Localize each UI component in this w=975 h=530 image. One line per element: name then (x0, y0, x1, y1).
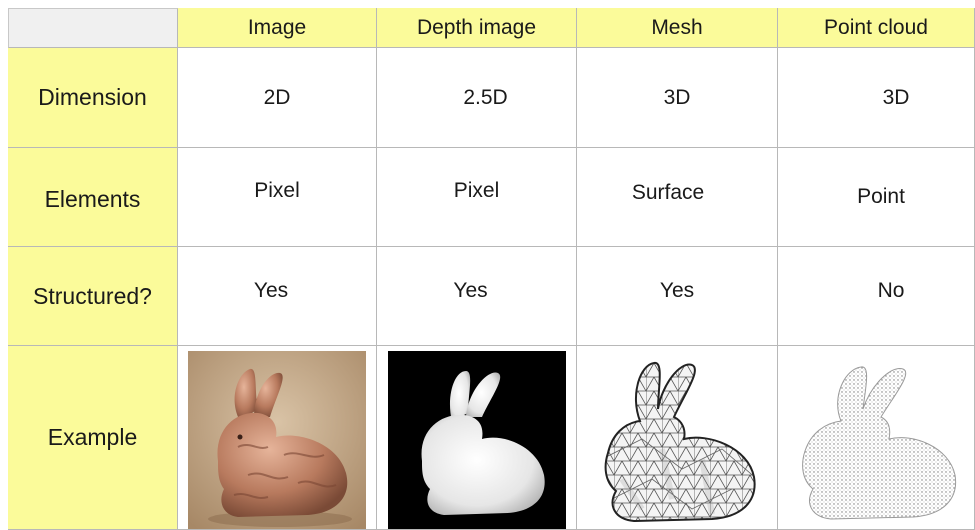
example-mesh-cell (577, 346, 778, 530)
row-header-example: Example (8, 346, 178, 530)
cell-structured-pointcloud: No (778, 247, 975, 346)
cell-dimension-depth: 2.5D (377, 48, 577, 148)
cell-dimension-image: 2D (178, 48, 377, 148)
col-header-image: Image (178, 8, 377, 48)
example-pointcloud-cell (778, 346, 975, 530)
example-image-cell (178, 346, 377, 530)
cell-elements-image: Pixel (178, 148, 377, 247)
col-header-mesh: Mesh (577, 8, 778, 48)
bunny-depth-icon (387, 351, 566, 529)
cell-elements-pointcloud: Point (778, 148, 975, 247)
cell-elements-mesh: Surface (577, 148, 778, 247)
cell-dimension-mesh: 3D (577, 48, 778, 148)
example-depth-cell (377, 346, 577, 530)
cell-structured-depth: Yes (377, 247, 577, 346)
cell-structured-mesh: Yes (577, 247, 778, 346)
col-header-depth-image: Depth image (377, 8, 577, 48)
bunny-pointcloud-icon (781, 351, 971, 529)
row-header-structured: Structured? (8, 247, 178, 346)
bunny-photo-icon (188, 351, 366, 529)
col-header-point-cloud: Point cloud (778, 8, 975, 48)
comparison-table: Image Depth image Mesh Point cloud Dimen… (8, 8, 975, 530)
cell-elements-depth: Pixel (377, 148, 577, 247)
cell-dimension-pointcloud: 3D (778, 48, 975, 148)
table-corner (8, 8, 178, 48)
row-header-dimension: Dimension (8, 48, 178, 148)
row-header-elements: Elements (8, 148, 178, 247)
cell-structured-image: Yes (178, 247, 377, 346)
bunny-mesh-icon (582, 349, 772, 529)
